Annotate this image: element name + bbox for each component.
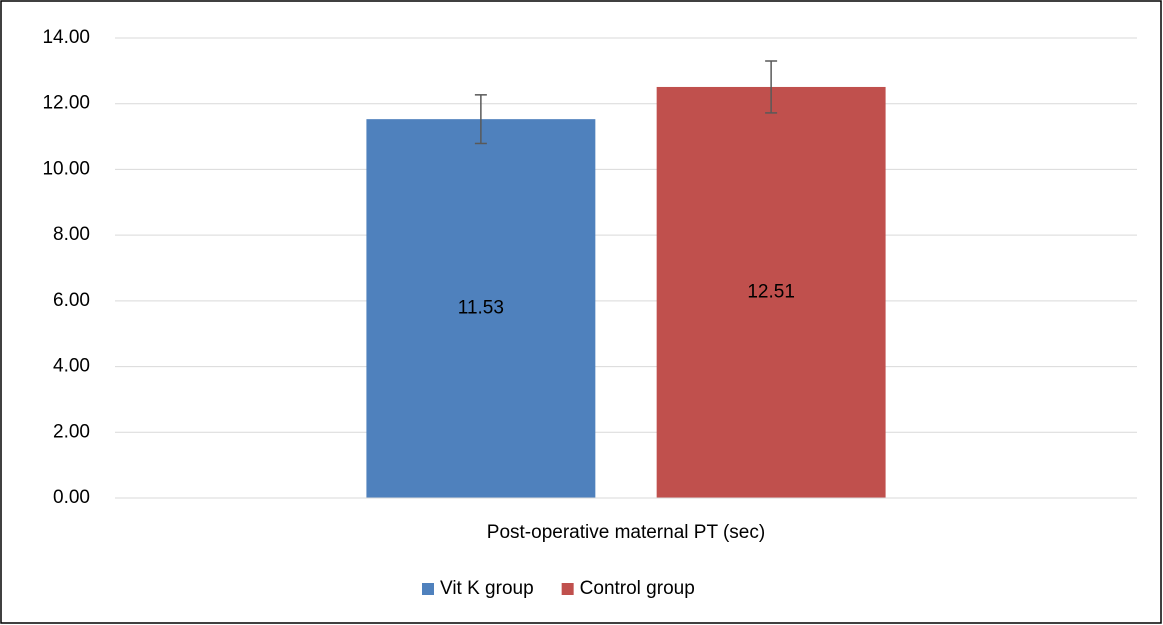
y-tick-label: 6.00 [53, 290, 90, 311]
data-label: 12.51 [747, 281, 795, 302]
bar [656, 86, 886, 498]
y-tick-label: 8.00 [53, 224, 90, 245]
legend-swatch [422, 583, 434, 595]
data-label: 11.53 [458, 298, 504, 319]
y-tick-label: 0.00 [53, 487, 90, 508]
legend-label: Vit K group [440, 578, 534, 599]
x-tick-label: Post-operative maternal PT (sec) [487, 522, 765, 543]
y-tick-label: 12.00 [42, 93, 90, 114]
bar [366, 119, 596, 499]
y-tick-label: 14.00 [42, 27, 90, 48]
y-tick-label: 10.00 [42, 158, 90, 179]
y-tick-label: 2.00 [53, 421, 90, 442]
legend-label: Control group [580, 578, 695, 599]
legend-swatch [561, 583, 574, 595]
y-tick-label: 4.00 [53, 356, 90, 377]
